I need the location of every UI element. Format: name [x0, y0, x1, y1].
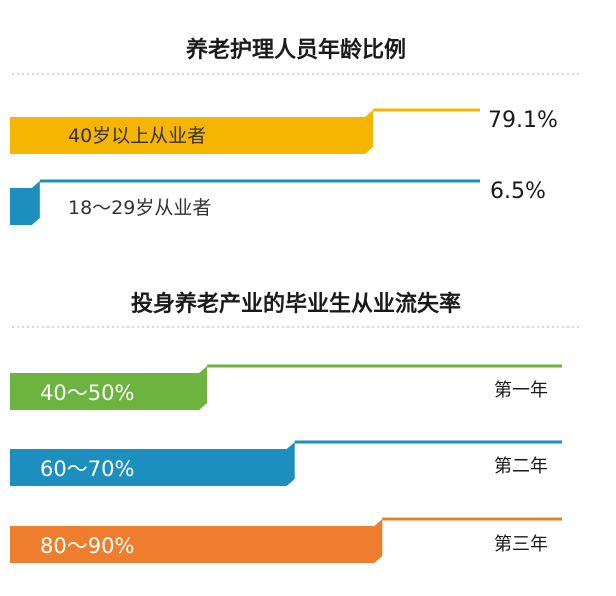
- bar-group: 80～90% 第三年: [10, 517, 562, 563]
- age-ratio-title: 养老护理人员年龄比例: [185, 37, 406, 63]
- attrition-chart: 投身养老产业的毕业生从业流失率 40～50% 第一年 60～70% 第二年 80: [10, 291, 580, 563]
- bar-group: 40～50% 第一年: [10, 364, 562, 410]
- category-label-year-2: 第二年: [494, 456, 548, 477]
- attrition-title: 投身养老产业的毕业生从业流失率: [131, 291, 461, 317]
- bar-label-over-40: 40岁以上从业者: [68, 125, 206, 147]
- category-label-year-1: 第一年: [494, 380, 548, 401]
- category-label-year-3: 第三年: [494, 534, 548, 555]
- data-label-18-29: 6.5%: [490, 179, 546, 204]
- bar-group: 18～29岁从业者 6.5%: [10, 179, 546, 225]
- bar-group: 60～70% 第二年: [10, 440, 562, 486]
- data-label-over-40: 79.1%: [488, 108, 558, 133]
- bar-year-2: [10, 442, 295, 486]
- bar-over-40: [10, 110, 374, 154]
- range-label-year-2: 60～70%: [40, 457, 134, 481]
- bar-year-3: [10, 519, 383, 563]
- bar-group: 40岁以上从业者 79.1%: [10, 108, 558, 154]
- range-label-year-3: 80～90%: [40, 534, 134, 558]
- bar-year-1: [10, 366, 208, 410]
- bar-18-29: [10, 181, 40, 225]
- bar-label-18-29: 18～29岁从业者: [68, 197, 211, 219]
- range-label-year-1: 40～50%: [40, 381, 134, 405]
- age-ratio-chart: 养老护理人员年龄比例 40岁以上从业者 79.1% 18～29岁从业者 6.5%: [10, 37, 580, 225]
